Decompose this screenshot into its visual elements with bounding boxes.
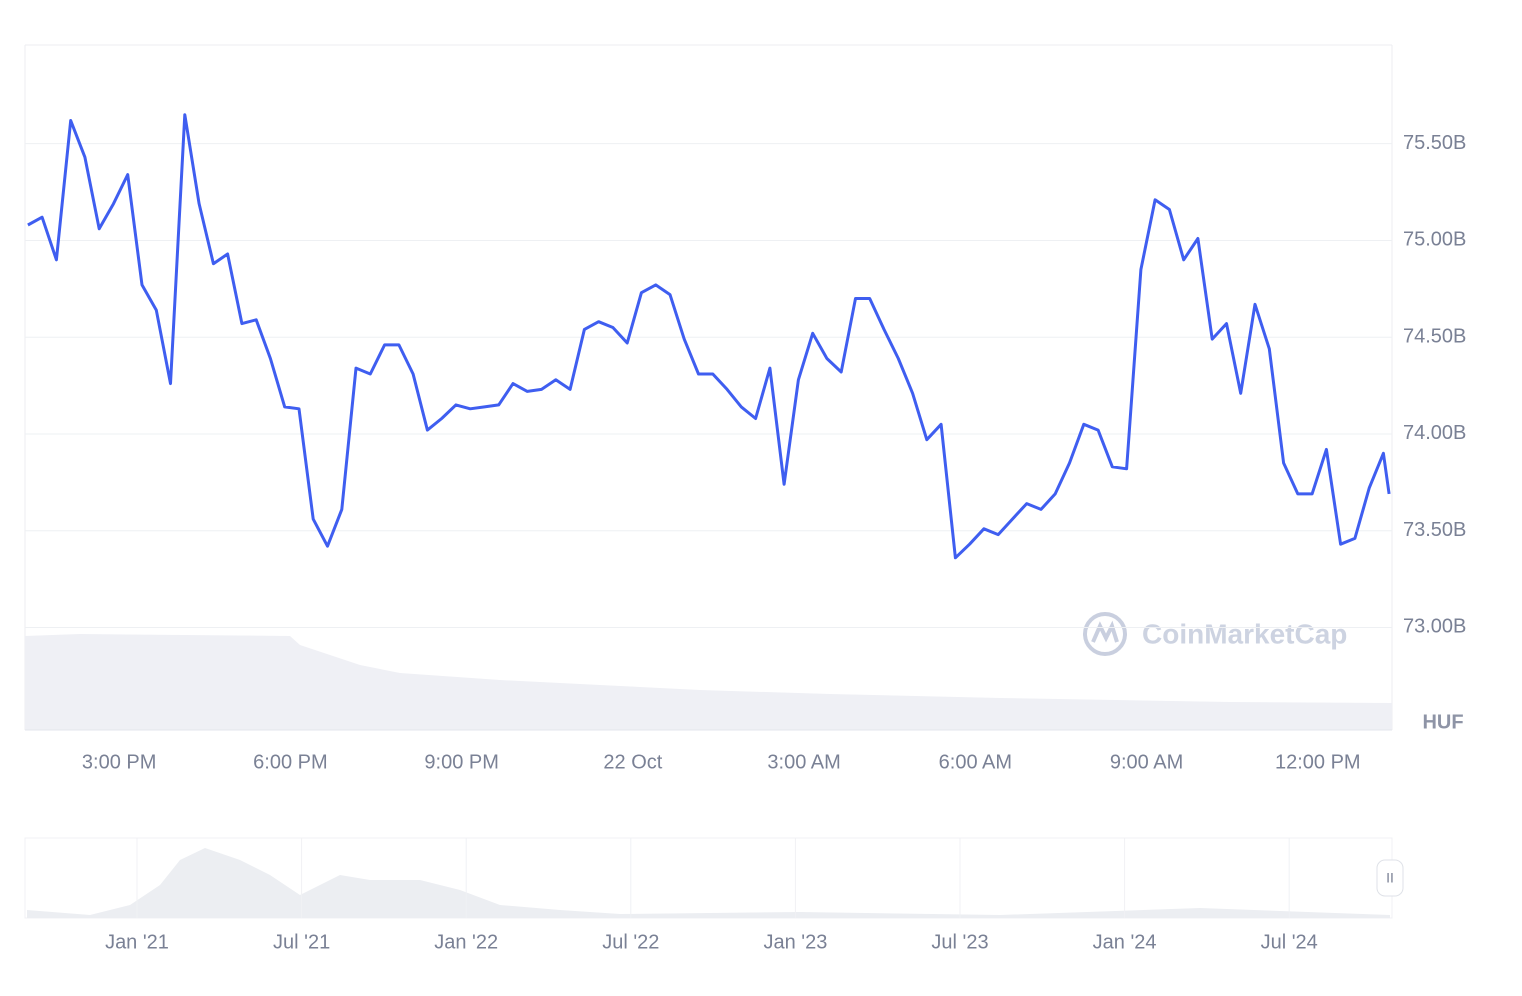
y-tick-label: 74.50B <box>1403 325 1466 347</box>
watermark: CoinMarketCap <box>1083 612 1347 656</box>
price-line <box>27 113 1391 560</box>
x-tick-label: 6:00 AM <box>939 751 1012 773</box>
volume-area <box>25 634 1392 730</box>
x-tick-label: 3:00 PM <box>82 751 156 773</box>
y-tick-label: 74.00B <box>1403 422 1466 444</box>
navigator-label: Jan '21 <box>105 931 169 953</box>
x-tick-label: 12:00 PM <box>1275 751 1361 773</box>
watermark-logo-mark <box>1091 620 1119 643</box>
navigator-label: Jan '22 <box>434 931 498 953</box>
currency-label: HUF <box>1422 711 1463 733</box>
x-tick-label: 3:00 AM <box>767 751 840 773</box>
y-tick-label: 75.50B <box>1403 132 1466 154</box>
x-tick-label: 6:00 PM <box>253 751 327 773</box>
navigator-label: Jul '23 <box>931 931 988 953</box>
navigator-label: Jul '21 <box>273 931 330 953</box>
navigator-handle[interactable] <box>1376 859 1404 897</box>
x-tick-label: 9:00 PM <box>424 751 498 773</box>
y-tick-label: 73.50B <box>1403 519 1466 541</box>
watermark-text: CoinMarketCap <box>1142 618 1347 649</box>
navigator-label: Jul '24 <box>1261 931 1318 953</box>
navigator-label: Jul '22 <box>602 931 659 953</box>
navigator-handle-grip: II <box>1386 870 1394 886</box>
x-tick-label: 9:00 AM <box>1110 751 1183 773</box>
x-tick-label: 22 Oct <box>603 751 662 773</box>
watermark-logo <box>1083 612 1127 656</box>
navigator-label: Jan '24 <box>1093 931 1157 953</box>
navigator-label: Jan '23 <box>763 931 827 953</box>
navigator-area <box>27 848 1390 918</box>
y-tick-label: 75.00B <box>1403 229 1466 251</box>
y-tick-label: 73.00B <box>1403 616 1466 638</box>
